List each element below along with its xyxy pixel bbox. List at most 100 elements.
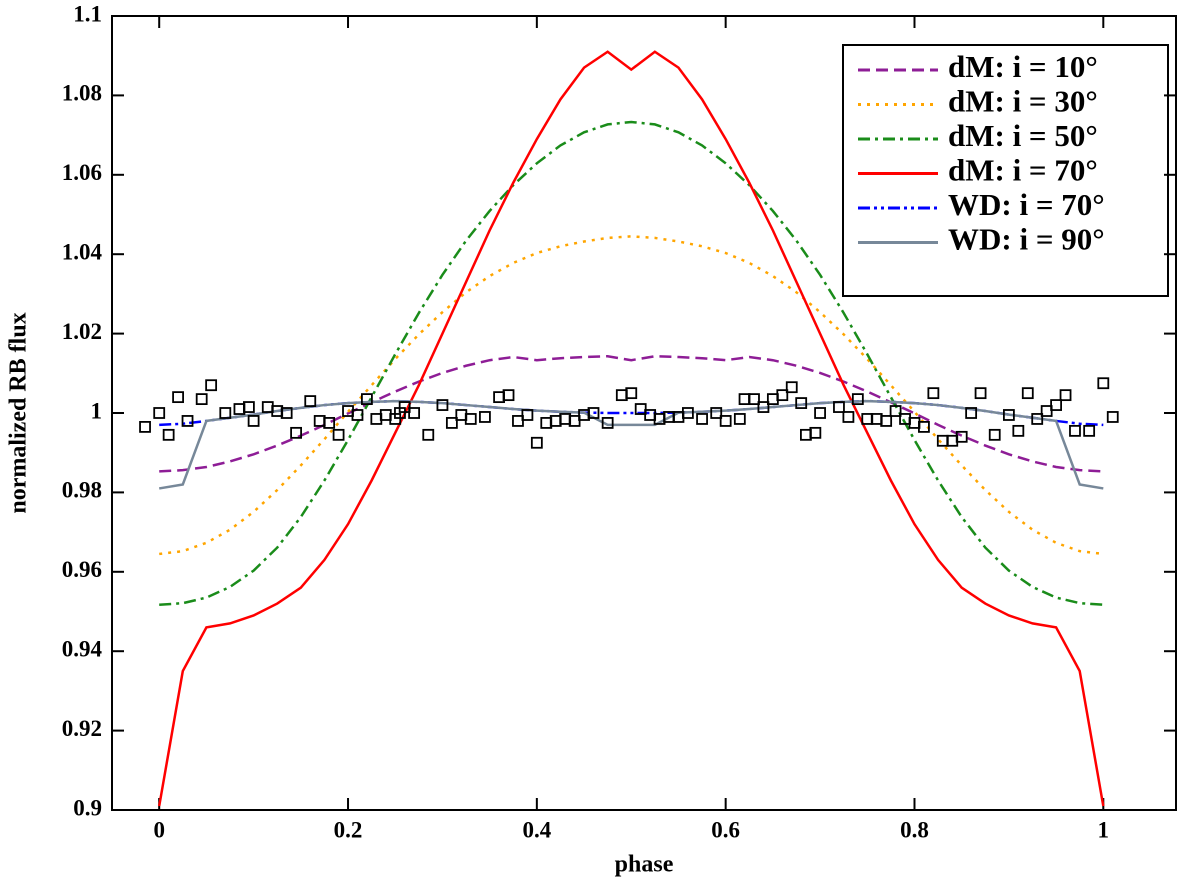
data-point: [946, 434, 959, 447]
series-line: [157, 50, 1105, 807]
data-point: [776, 389, 789, 402]
data-point: [696, 413, 708, 425]
series-line: [159, 235, 1104, 556]
data-point: [1021, 387, 1034, 400]
data-point: [842, 411, 855, 423]
data-point: [181, 415, 194, 427]
data-point: [880, 415, 893, 427]
data-point: [219, 407, 232, 419]
data-point: [644, 409, 657, 421]
y-tick-label: 1.1: [73, 1, 102, 26]
data-point: [455, 409, 468, 421]
data-point: [351, 409, 364, 421]
data-point: [889, 405, 902, 417]
data-point: [601, 417, 614, 429]
data-point: [733, 413, 746, 425]
data-point: [710, 407, 723, 419]
data-point: [502, 389, 515, 402]
data-point: [559, 413, 572, 425]
data-point: [280, 407, 293, 419]
legend-label: dM: i = 10°: [948, 49, 1098, 84]
data-point: [361, 393, 373, 406]
series-line: [159, 399, 1104, 427]
y-tick-label: 1: [91, 398, 103, 423]
data-point: [1002, 409, 1015, 421]
data-point: [918, 420, 930, 433]
data-point: [139, 420, 151, 433]
data-point: [162, 428, 175, 441]
data-point: [1083, 424, 1096, 437]
legend-label: WD: i = 70°: [948, 187, 1105, 222]
y-tick-label: 1.04: [62, 239, 103, 264]
legend-label: dM: i = 30°: [948, 84, 1098, 119]
data-point: [634, 403, 647, 415]
data-point: [568, 415, 581, 427]
data-point: [851, 393, 864, 406]
data-point: [719, 415, 732, 427]
data-point: [766, 393, 779, 406]
data-point: [1097, 377, 1110, 390]
data-point: [521, 409, 534, 421]
y-tick-label: 0.98: [62, 478, 102, 503]
data-point: [861, 413, 874, 425]
x-tick-label: 0.6: [711, 817, 740, 842]
data-point: [493, 391, 505, 404]
data-point: [1059, 389, 1072, 402]
data-point: [304, 395, 317, 407]
data-point: [445, 417, 458, 429]
data-point: [757, 401, 770, 413]
x-tick-label: 0.2: [334, 817, 363, 842]
data-point: [530, 436, 543, 449]
data-point: [172, 391, 184, 404]
y-tick-label: 1.08: [62, 81, 102, 106]
data-point: [290, 426, 302, 439]
data-point: [247, 415, 260, 427]
data-point: [1040, 405, 1053, 417]
y-tick-label: 0.9: [73, 795, 102, 820]
data-point: [153, 407, 166, 419]
data-point: [814, 407, 826, 419]
series-line: [159, 120, 1104, 606]
data-point: [587, 407, 600, 419]
data-point: [261, 401, 274, 413]
series-line: [158, 399, 1104, 490]
y-axis-label: normalized RB flux: [6, 312, 32, 513]
x-tick-label: 0.4: [522, 817, 551, 842]
legend-label: dM: i = 50°: [948, 118, 1098, 153]
x-axis-label: phase: [615, 852, 674, 878]
data-point: [422, 428, 435, 441]
data-point: [615, 389, 628, 402]
data-point: [436, 399, 449, 411]
data-point: [785, 381, 798, 394]
data-point: [1031, 413, 1044, 425]
data-point: [242, 401, 255, 413]
legend-box: [842, 44, 1169, 297]
data-point: [379, 409, 392, 421]
y-tick-label: 0.96: [62, 557, 102, 582]
data-point: [332, 428, 345, 441]
y-tick-label: 0.94: [62, 636, 103, 661]
data-point: [800, 428, 812, 441]
data-point: [370, 413, 383, 425]
data-point: [1050, 399, 1062, 411]
x-tick-label: 1: [1098, 817, 1110, 842]
y-tick-label: 0.92: [62, 716, 102, 741]
data-point: [205, 379, 218, 392]
data-point: [974, 387, 987, 400]
data-point: [479, 411, 491, 423]
data-point: [908, 417, 921, 429]
x-tick-label: 0.8: [900, 817, 929, 842]
legend-label: WD: i = 90°: [948, 222, 1105, 257]
data-point: [738, 393, 751, 406]
data-point: [323, 417, 336, 429]
data-point: [1106, 411, 1119, 423]
y-tick-label: 1.06: [62, 160, 102, 185]
data-point: [833, 401, 845, 413]
data-point: [809, 426, 822, 439]
data-point: [549, 415, 562, 427]
legend-label: dM: i = 70°: [948, 153, 1098, 188]
data-point: [1069, 424, 1081, 437]
data-point: [955, 430, 968, 443]
series-line: [159, 354, 1104, 473]
